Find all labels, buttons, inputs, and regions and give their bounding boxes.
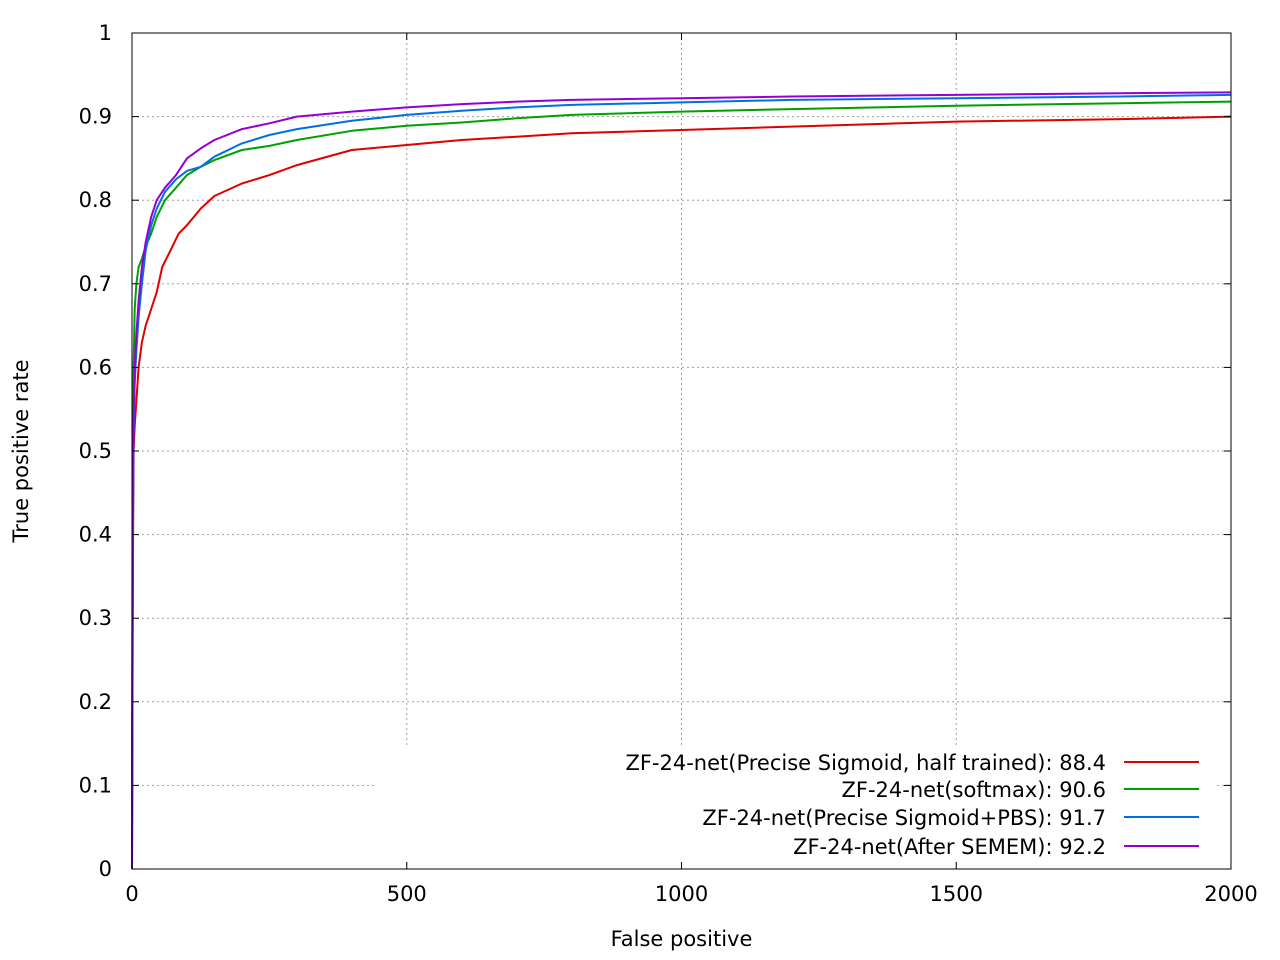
y-tick-label: 0.3 (79, 606, 112, 630)
y-tick-label: 0.7 (79, 272, 112, 296)
y-tick-label: 0.8 (79, 188, 112, 212)
x-tick-label: 2000 (1204, 882, 1257, 906)
series-layer (131, 91, 1232, 870)
legend-background (374, 748, 1214, 861)
x-tick-label: 0 (125, 882, 138, 906)
legend: ZF-24-net(Precise Sigmoid, half trained)… (625, 751, 1199, 859)
tick-layer: 0 500 1000 1500 2000 0 0.1 0.2 0.3 0.4 0.5 0.6 0.7 0.… (79, 21, 1258, 906)
legend-label-1: ZF-24-net(Precise Sigmoid, half trained)… (625, 751, 1106, 775)
y-tick-label: 0 (99, 857, 112, 881)
y-axis-label: True positive rate (9, 360, 33, 544)
legend-label-4: ZF-24-net(After SEMEM): 92.2 (793, 835, 1106, 859)
grid-layer (132, 33, 1231, 869)
legend-label-2: ZF-24-net(softmax): 90.6 (842, 778, 1107, 802)
x-tick-label: 1000 (655, 882, 708, 906)
y-tick-label: 0.5 (79, 439, 112, 463)
y-tick-label: 0.2 (79, 690, 112, 714)
x-tick-label: 1500 (930, 882, 983, 906)
y-tick-label: 0.4 (79, 523, 112, 547)
series-line-1 (131, 115, 1232, 870)
y-tick-label: 0.6 (79, 355, 112, 379)
series-line-4 (131, 91, 1232, 870)
y-tick-label: 0.1 (79, 773, 112, 797)
legend-label-3: ZF-24-net(Precise Sigmoid+PBS): 91.7 (702, 806, 1106, 830)
y-tick-label: 1 (99, 21, 112, 45)
y-tick-label: 0.9 (79, 105, 112, 129)
x-tick-label: 500 (387, 882, 427, 906)
x-axis-label: False positive (611, 927, 753, 951)
